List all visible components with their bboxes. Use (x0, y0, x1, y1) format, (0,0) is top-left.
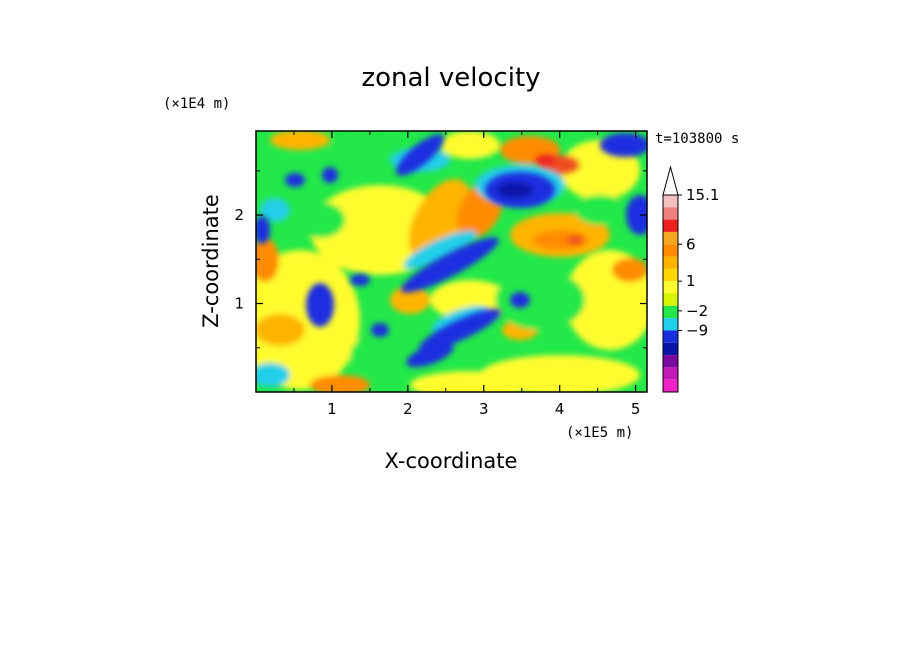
x-tick-label: 5 (631, 400, 641, 418)
colorbar-segment (663, 219, 678, 232)
blob-blue-diag2 (418, 308, 502, 352)
colorbar-segment (663, 293, 678, 306)
x-unit-label: (×1E5 m) (566, 425, 633, 441)
colorbar-segment (663, 318, 678, 331)
colorbar (662, 165, 679, 393)
blob-blue-diag1 (401, 237, 499, 293)
blob-orange-farright (612, 258, 647, 282)
x-tick-label: 2 (403, 400, 413, 418)
time-label: t=103800 s (655, 131, 739, 147)
blob-green-bottom (350, 335, 410, 375)
colorbar-label: −9 (686, 321, 708, 339)
colorbar-segment (663, 207, 678, 220)
blob-green-center (495, 270, 585, 330)
colorbar-segment (663, 256, 678, 269)
blob-cyan-left2 (260, 198, 290, 222)
colorbar-label: 15.1 (686, 186, 719, 204)
colorbar-label: 1 (686, 272, 696, 290)
blob-blue-small1 (350, 274, 370, 286)
contour-field (256, 131, 647, 392)
x-axis: 1 2 3 4 5 (293, 131, 641, 418)
blob-blue-small2 (285, 173, 305, 187)
colorbar-segment (663, 330, 678, 343)
colorbar-segment (663, 342, 678, 356)
colorbar-frame (662, 194, 679, 393)
colorbar-label: 6 (686, 235, 696, 253)
colorbar-segment (663, 231, 678, 245)
blob-red-upper (535, 155, 555, 165)
chart-title: zonal velocity (361, 63, 540, 93)
y-axis-title: Z-coordinate (199, 194, 223, 328)
blob-blue-farleft (256, 216, 270, 244)
colorbar-segment (663, 268, 678, 282)
x-tick-label: 1 (327, 400, 337, 418)
plot-frame (255, 130, 648, 393)
colorbar-segment (663, 305, 678, 319)
colorbar-extend-triangle (662, 165, 679, 196)
blob-orange-left (256, 314, 305, 346)
colorbar-segment (663, 244, 678, 257)
colorbar-segment (663, 367, 678, 380)
blob-green-right (575, 195, 625, 225)
blob-blue-right (626, 195, 647, 235)
colorbar-segment (663, 281, 678, 294)
blob-green-leftmid (295, 202, 345, 238)
blob-blue-lower (406, 342, 454, 368)
blob-blue-mid (510, 292, 530, 308)
x-tick-label: 3 (479, 400, 489, 418)
blob-blue-small3 (322, 167, 338, 183)
blob-blue-topright (600, 133, 647, 157)
x-tick-label: 4 (555, 400, 565, 418)
colorbar-labels: 15.1 6 1 −2−9 (678, 186, 719, 339)
colorbar-segment (663, 379, 678, 392)
blob-orange-top-left (270, 131, 330, 150)
blob-green-top (330, 135, 390, 165)
blob-orange-bottomleft (310, 375, 370, 392)
blob-yellow-topmid (440, 131, 500, 159)
x-axis-title: X-coordinate (385, 449, 518, 473)
blob-blue-left (306, 283, 334, 327)
blob-cyan-left (256, 363, 290, 387)
y-tick-label: 2 (234, 206, 244, 224)
y-axis: 12 (234, 170, 647, 349)
field-blue-features (256, 133, 647, 368)
blob-blue-topcenter (396, 134, 444, 176)
blob-orange-leftmid (256, 238, 279, 282)
blob-yellow-bottom (410, 371, 530, 392)
blob-red-right (567, 236, 583, 244)
blob-blue-upper-dark (497, 182, 533, 198)
y-unit-label: (×1E4 m) (163, 96, 230, 112)
colorbar-label: −2 (686, 302, 708, 320)
blob-orange-mid3 (390, 286, 430, 314)
blob-yellow-left (256, 250, 360, 390)
y-tick-label: 1 (234, 295, 244, 313)
blob-cyan-mid (403, 230, 477, 270)
colorbar-segment (663, 195, 678, 208)
blob-blue-small4 (371, 323, 389, 337)
blob-orange-right2 (532, 230, 588, 250)
colorbar-segment (663, 355, 678, 368)
